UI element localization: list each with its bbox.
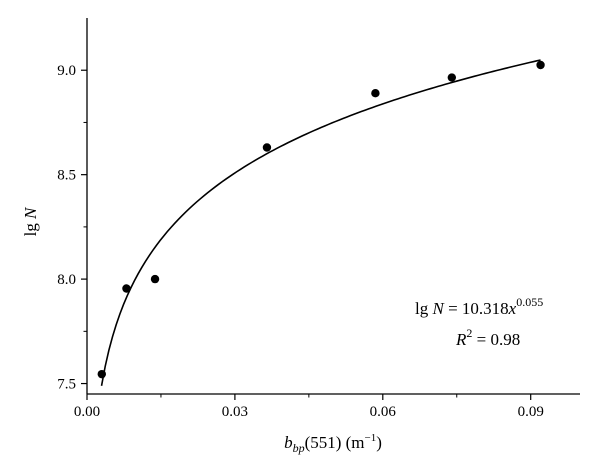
y-axis-title-prefix: lg [21,219,40,236]
equation-exponent: 0.055 [516,295,543,309]
x-axis-title-close: ) [376,433,382,452]
data-point [150,274,160,284]
x-axis-title-rest: (551) (m [305,433,365,452]
data-point [536,60,545,70]
data-points [97,60,545,379]
r-squared-line: R2 = 0.98 [455,326,520,349]
equation-var: N [431,299,445,318]
fit-curve [100,59,541,386]
data-point [122,284,131,293]
x-tick-label: 0.00 [74,404,100,420]
x-tick-label: 0.06 [370,404,397,420]
x-tick-label: 0.03 [222,404,248,420]
axis-ticks: 0.00 0.03 0.06 0.09 7.5 8.0 8.5 9.0 [57,63,544,420]
y-tick-label: 9.0 [57,63,76,79]
y-axis-title-var: N [21,206,40,220]
data-point [371,89,380,98]
x-axis-title-sup: −1 [365,432,377,444]
y-tick-label: 7.5 [57,377,76,393]
data-point [262,143,272,152]
x-axis-title-main: b [284,433,293,452]
equation-line: lg N = 10.318x0.055 [415,295,543,318]
equation-x: x [508,299,517,318]
y-tick-label: 8.0 [57,272,76,288]
y-tick-label: 8.5 [57,168,76,184]
data-point [97,369,106,379]
r-squared-var: R [455,330,467,349]
r-squared-value: = 0.98 [472,330,520,349]
x-axis-title: bbp(551) (m−1) [284,432,382,455]
data-point [447,73,457,82]
x-axis-title-sub: bp [293,441,305,455]
y-axis-title: lg N [21,206,40,236]
r-squared-sup: 2 [466,326,472,340]
equation-prefix: lg [415,299,432,318]
fit-curve-group [100,59,541,386]
x-tick-label: 0.09 [518,404,544,420]
equation-body: = 10.318 [444,299,509,318]
